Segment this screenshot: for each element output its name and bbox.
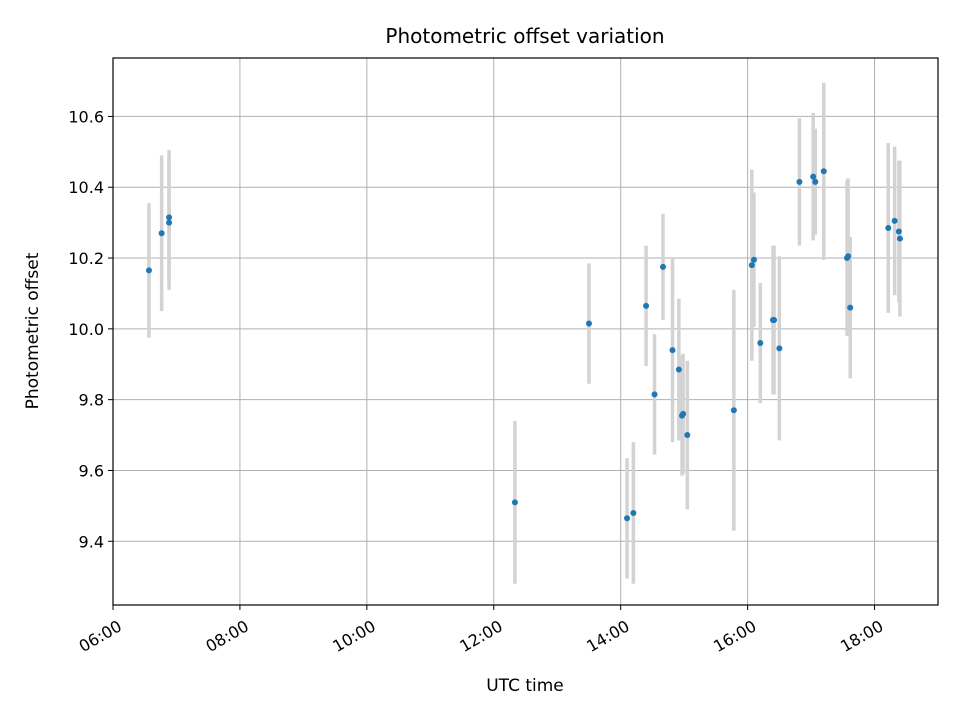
y-axis: 9.4 9.6 9.8 10.0 10.2 10.4 10.6	[68, 107, 113, 551]
data-point	[847, 304, 854, 311]
y-tick-label: 10.0	[68, 320, 104, 339]
data-point	[166, 219, 173, 226]
data-point	[624, 515, 631, 522]
data-point	[812, 178, 819, 185]
data-points	[145, 168, 903, 522]
data-point	[158, 230, 165, 237]
data-point	[730, 407, 737, 414]
y-axis-title: Photometric offset	[23, 252, 43, 409]
data-point	[776, 345, 783, 352]
data-point	[669, 347, 676, 354]
data-point	[145, 267, 152, 274]
data-point	[651, 391, 658, 398]
data-point	[585, 320, 592, 327]
data-point	[748, 262, 755, 269]
data-point	[820, 168, 827, 175]
y-tick-label: 9.6	[79, 461, 104, 480]
data-point	[896, 235, 903, 242]
y-tick-label: 9.8	[79, 391, 104, 410]
x-axis-title: UTC time	[486, 676, 564, 696]
data-point	[511, 499, 518, 506]
data-point	[660, 263, 666, 270]
y-tick-label: 10.4	[68, 178, 104, 197]
data-point	[680, 410, 687, 417]
data-point	[630, 509, 637, 516]
data-point	[643, 302, 650, 309]
y-tick-label: 9.4	[79, 532, 104, 551]
chart-title: Photometric offset variation	[385, 24, 664, 48]
data-point	[750, 256, 757, 263]
data-point	[757, 340, 764, 347]
data-point	[895, 228, 902, 235]
data-point	[891, 217, 898, 224]
plot-area-frame	[112, 57, 939, 606]
y-tick-label: 10.2	[68, 249, 104, 268]
data-point	[845, 253, 852, 260]
data-point	[796, 178, 803, 185]
y-tick-label: 10.6	[68, 107, 104, 126]
data-point	[885, 224, 892, 231]
data-point	[166, 214, 173, 221]
data-point	[771, 316, 778, 323]
data-point	[684, 432, 691, 439]
data-point	[810, 173, 817, 180]
data-point	[675, 366, 682, 373]
